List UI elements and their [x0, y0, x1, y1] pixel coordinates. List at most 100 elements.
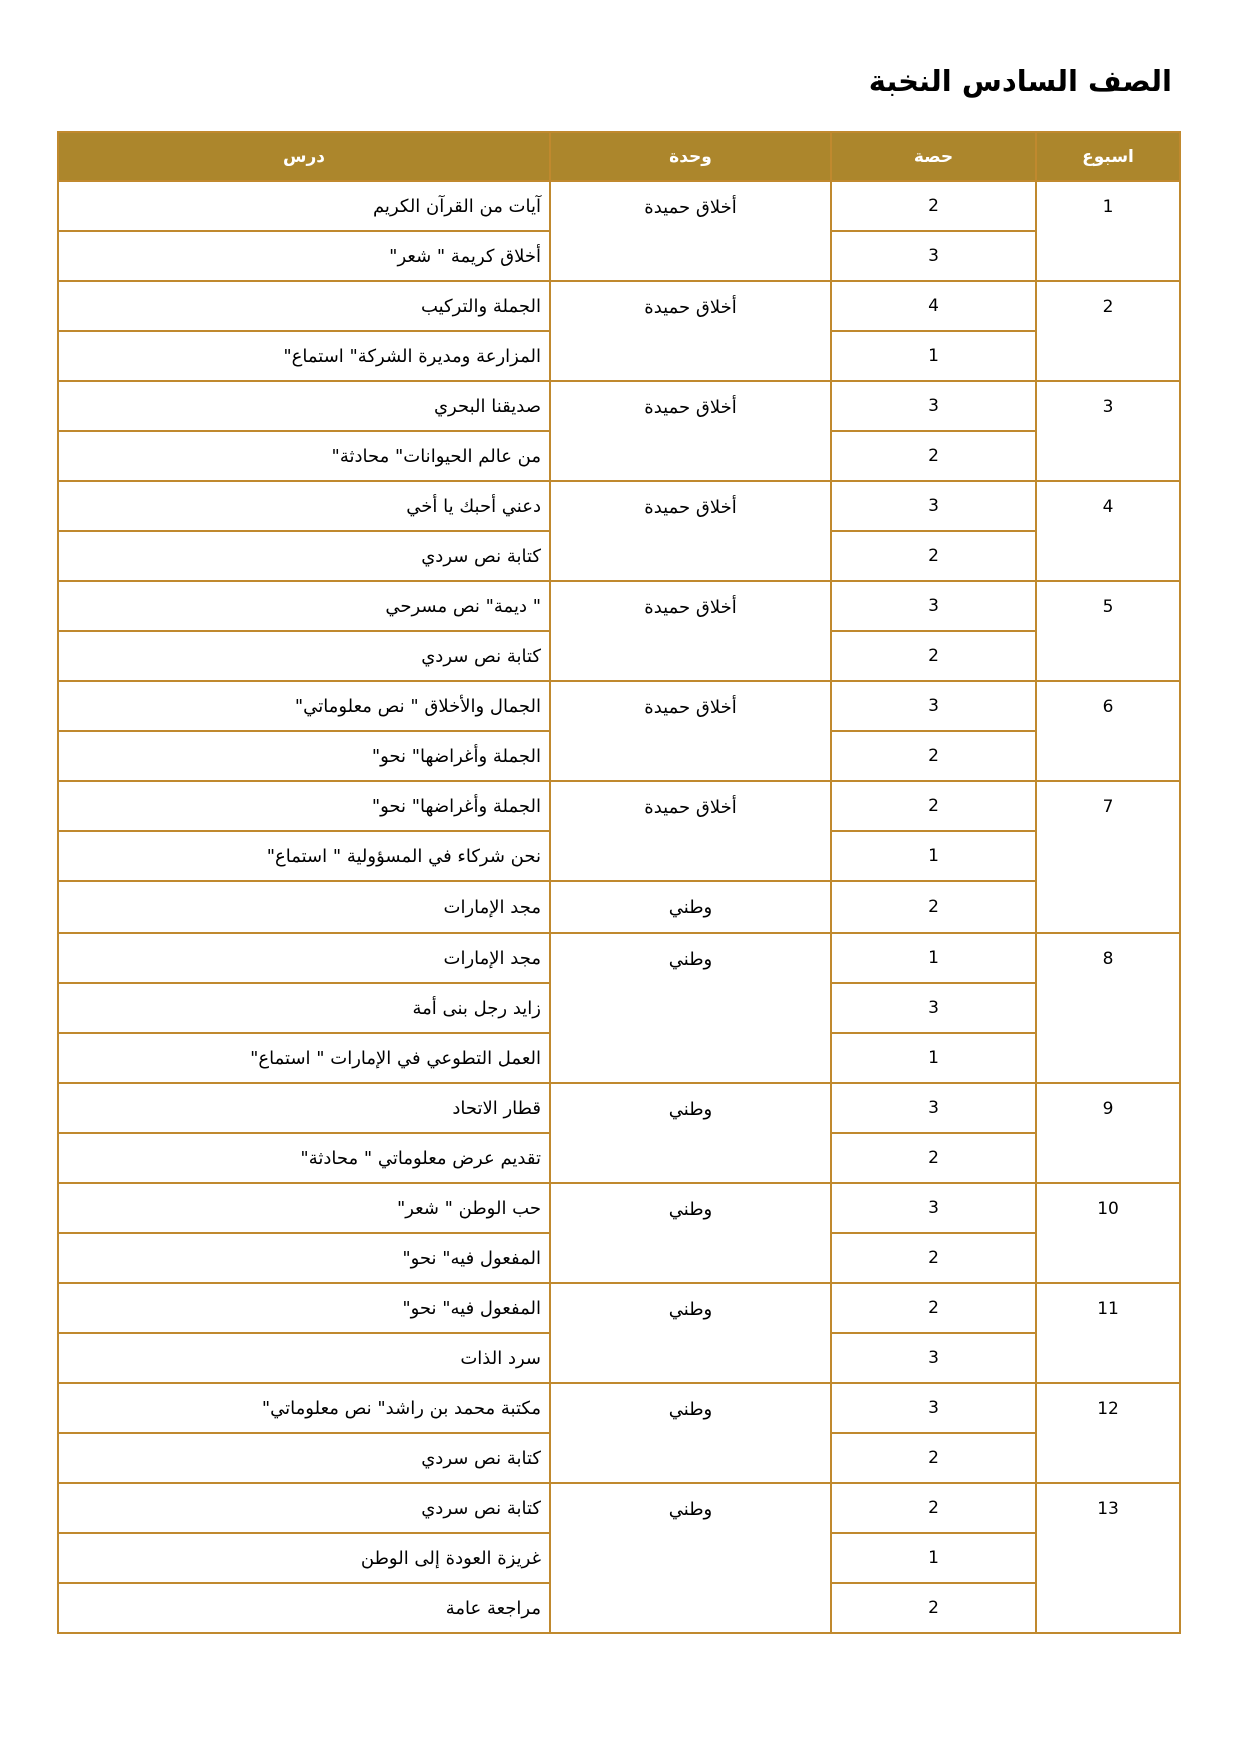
week-value: 11 [1097, 1299, 1119, 1319]
lesson-cell: من عالم الحيوانات" محادثة" [57, 430, 551, 482]
lesson-cell: دعني أحبك يا أخي [57, 480, 551, 532]
lesson-cell: كتابة نص سردي [57, 1482, 551, 1534]
header-unit: وحدة [549, 131, 832, 182]
period-cell: 3 [830, 580, 1037, 632]
table-row: 2 المفعول فيه" نحو" [57, 1232, 1180, 1284]
period-cell: 3 [830, 1382, 1037, 1434]
lesson-cell: سرد الذات [57, 1332, 551, 1384]
lesson-cell: حب الوطن " شعر" [57, 1182, 551, 1234]
table-row: 2 الجملة وأغراضها" نحو" [57, 730, 1180, 782]
table-row: 2 كتابة نص سردي [57, 630, 1180, 682]
period-cell: 3 [830, 680, 1037, 732]
week-value: 7 [1102, 797, 1114, 817]
unit-cell: أخلاق حميدة [549, 180, 832, 282]
unit-cell: أخلاق حميدة [549, 480, 832, 582]
period-cell: 2 [830, 780, 1037, 832]
unit-cell: وطني [549, 1382, 832, 1484]
week-cell: 1 [1035, 180, 1181, 282]
week-value: 3 [1102, 397, 1114, 417]
week-cell: 5 [1035, 580, 1181, 682]
week-cell: 13 [1035, 1482, 1181, 1634]
week-cell: 2 [1035, 280, 1181, 382]
period-cell: 2 [830, 1232, 1037, 1284]
table-row: 6 3 أخلاق حميدة الجمال والأخلاق " نص معلوما… [57, 680, 1181, 782]
week-cell: 4 [1035, 480, 1181, 582]
lesson-cell: آيات من القرآن الكريم [57, 180, 551, 232]
table-row: 13 2 وطني كتابة نص سردي [57, 1482, 1181, 1634]
table-row: 3 3 أخلاق حميدة صديقنا البحري [57, 380, 1181, 482]
week-value: 5 [1102, 597, 1114, 617]
table-row: 2 كتابة نص سردي [57, 530, 1180, 582]
table-row: 1 نحن شركاء في المسؤولية " استماع" [57, 830, 1180, 882]
period-cell: 2 [830, 1132, 1037, 1184]
period-cell: 2 [830, 1582, 1037, 1634]
unit-value: وطني [668, 896, 713, 918]
table-row: 9 3 وطني قطار الاتحاد [57, 1082, 1181, 1184]
unit-value: وطني [668, 1398, 713, 1420]
period-cell: 3 [830, 480, 1037, 532]
unit-cell: وطني [549, 1082, 832, 1184]
table-row: 8 1 وطني مجد الإمارات [57, 932, 1181, 1084]
period-cell: 2 [830, 1282, 1037, 1334]
period-cell: 2 [830, 180, 1037, 232]
week-cell: 3 [1035, 380, 1181, 482]
table-row: 3 زايد رجل بنى أمة [57, 982, 1180, 1034]
period-cell: 1 [830, 830, 1037, 882]
period-cell: 3 [830, 982, 1037, 1034]
lesson-cell: " ديمة" نص مسرحي [57, 580, 551, 632]
lesson-cell: زايد رجل بنى أمة [57, 982, 551, 1034]
week-value: 12 [1097, 1399, 1119, 1419]
period-cell: 1 [830, 932, 1037, 984]
unit-value: أخلاق حميدة [644, 696, 737, 718]
unit-value: وطني [668, 948, 713, 970]
unit-value: وطني [668, 1498, 713, 1520]
lesson-cell: الجملة وأغراضها" نحو" [57, 780, 551, 832]
table-row: 1 2 أخلاق حميدة آيات من القرآن الكريم [57, 180, 1181, 282]
table-row: 10 3 وطني حب الوطن " شعر" [57, 1182, 1181, 1284]
lesson-cell: مجد الإمارات [57, 880, 551, 934]
week-cell: 7 [1035, 780, 1181, 934]
lesson-cell: مكتبة محمد بن راشد" نص معلوماتي" [57, 1382, 551, 1434]
unit-value: وطني [668, 1298, 713, 1320]
unit-cell: أخلاق حميدة [549, 380, 832, 482]
period-cell: 2 [830, 430, 1037, 482]
table-row: 2 تقديم عرض معلوماتي " محادثة" [57, 1132, 1180, 1184]
period-cell: 2 [830, 630, 1037, 682]
lesson-cell: أخلاق كريمة " شعر" [57, 230, 551, 282]
lesson-cell: نحن شركاء في المسؤولية " استماع" [57, 830, 551, 882]
lesson-cell: تقديم عرض معلوماتي " محادثة" [57, 1132, 551, 1184]
lesson-cell: كتابة نص سردي [57, 1432, 551, 1484]
header-lesson: درس [57, 131, 551, 182]
unit-cell: وطني [549, 880, 832, 934]
week-cell: 8 [1035, 932, 1181, 1084]
table-row: 1 غريزة العودة إلى الوطن [57, 1532, 1180, 1584]
table-header: اسبوع حصة وحدة درس [57, 131, 1181, 182]
table-row: 11 2 وطني المفعول فيه" نحو" [57, 1282, 1181, 1384]
table-row: 7 2 أخلاق حميدة الجملة وأغراضها" نحو" [57, 780, 1181, 934]
period-cell: 3 [830, 1082, 1037, 1134]
unit-value: أخلاق حميدة [644, 596, 737, 618]
curriculum-table: اسبوع حصة وحدة درس 1 2 أخلاق حميدة آيات من … [57, 131, 1181, 1634]
period-cell: 2 [830, 730, 1037, 782]
unit-cell: أخلاق حميدة [549, 780, 832, 882]
lesson-cell: مجد الإمارات [57, 932, 551, 984]
week-value: 10 [1097, 1199, 1119, 1219]
lesson-cell: الجمال والأخلاق " نص معلوماتي" [57, 680, 551, 732]
week-value: 8 [1102, 949, 1114, 969]
lesson-cell: كتابة نص سردي [57, 530, 551, 582]
table-row: 1 المزارعة ومديرة الشركة" استماع" [57, 330, 1180, 382]
week-value: 9 [1102, 1099, 1114, 1119]
unit-cell: وطني [549, 1182, 832, 1284]
period-cell: 1 [830, 330, 1037, 382]
period-cell: 2 [830, 880, 1037, 934]
week-value: 1 [1102, 197, 1114, 217]
table-row: 2 4 أخلاق حميدة الجملة والتركيب [57, 280, 1181, 382]
unit-value: أخلاق حميدة [644, 396, 737, 418]
lesson-cell: الجملة والتركيب [57, 280, 551, 332]
unit-value: وطني [668, 1198, 713, 1220]
table-row: 4 3 أخلاق حميدة دعني أحبك يا أخي [57, 480, 1181, 582]
week-cell: 6 [1035, 680, 1181, 782]
table-row: 2 وطني مجد الإمارات [57, 880, 1180, 934]
lesson-cell: صديقنا البحري [57, 380, 551, 432]
